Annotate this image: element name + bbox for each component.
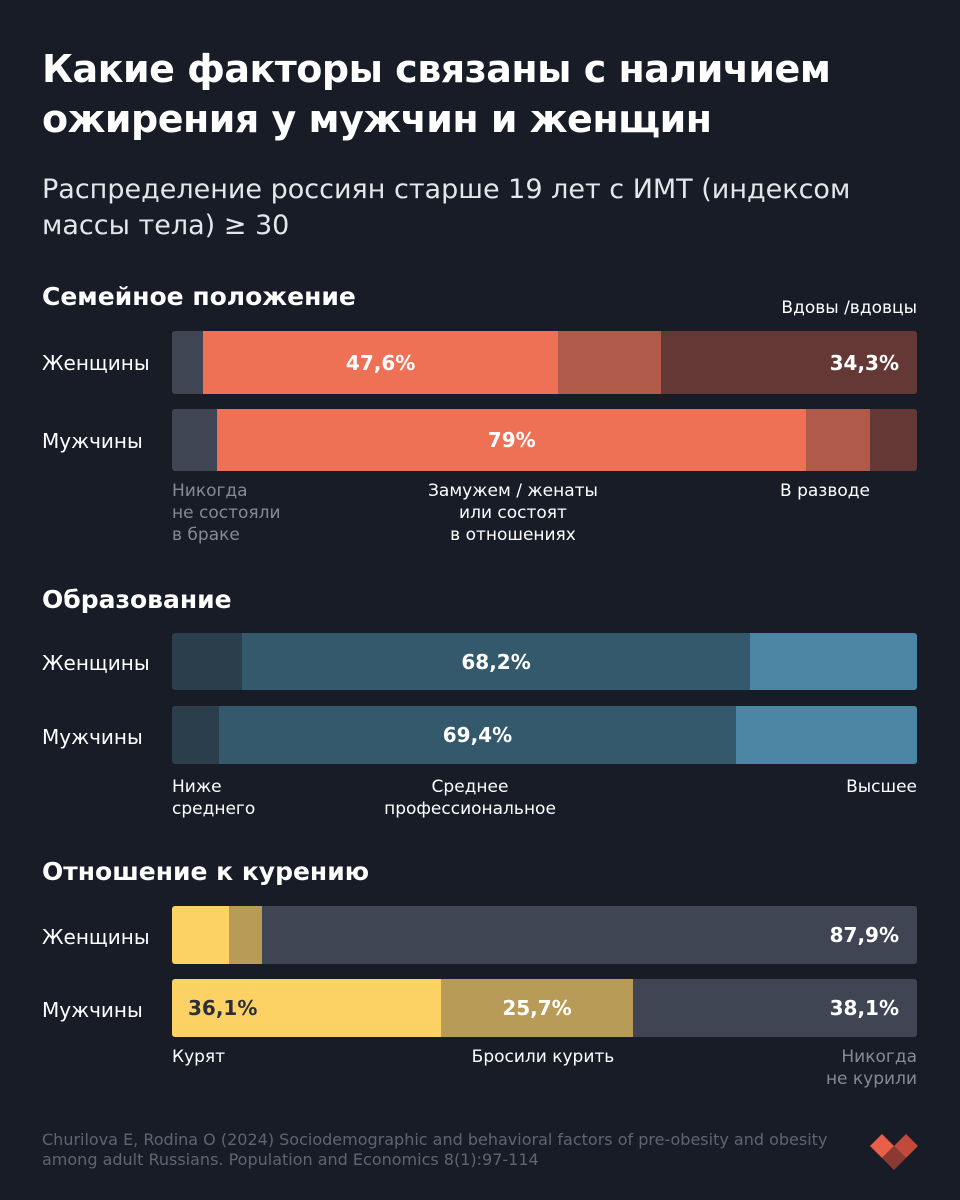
source-citation: Churilova E, Rodina O (2024) Sociodemogr…: [42, 1130, 828, 1169]
row-label-men-education: Мужчины: [42, 725, 143, 749]
bar-segment: [172, 906, 230, 964]
legend-never-smoked: Никогда не курили: [825, 1047, 917, 1089]
legend-vocational: Среднее профессиональное: [384, 777, 556, 819]
bar-segment: [632, 979, 917, 1037]
bar-segment: [242, 633, 751, 690]
bar-value-label: 47,6%: [345, 350, 416, 375]
bar-segment: [870, 409, 917, 471]
row-label-women-smoking: Женщины: [42, 925, 150, 949]
bar-segment: [262, 906, 917, 964]
bar-segment: [557, 331, 662, 394]
bar-segment: [735, 706, 917, 764]
section-title-education: Образование: [42, 585, 232, 614]
legend-widowed: Вдовы /вдовцы: [781, 298, 917, 318]
row-label-women-marital: Женщины: [42, 351, 150, 375]
bar-segment: [217, 409, 807, 471]
legend-higher: Высшее: [846, 777, 917, 797]
bar-value-label: 38,1%: [829, 996, 899, 1020]
legend-married: Замужем / женаты или состоят в отношения…: [428, 481, 598, 545]
legend-never-married: Никогда не состояли в браке: [172, 481, 281, 545]
bar-segment: [172, 331, 204, 394]
bar-women-education: 68,2%: [172, 633, 917, 690]
row-label-women-education: Женщины: [42, 651, 150, 675]
bar-segment: [172, 633, 243, 690]
legend-below-secondary: Ниже среднего: [172, 777, 256, 819]
legend-divorced: В разводе: [780, 481, 870, 501]
bar-women-smoking: 87,9%: [172, 906, 917, 964]
bar-men-marital: 79%: [172, 409, 917, 471]
bar-value-label: 87,9%: [829, 923, 899, 947]
bar-segment: [172, 979, 442, 1037]
legend-smoke: Курят: [172, 1047, 226, 1067]
bar-value-label: 25,7%: [502, 996, 572, 1020]
bar-segment: [805, 409, 871, 471]
page-subtitle: Распределение россиян старше 19 лет с ИМ…: [42, 174, 851, 241]
bar-value-label: 79%: [487, 428, 536, 452]
bar-men-education: 69,4%: [172, 706, 917, 764]
bar-segment: [172, 706, 220, 764]
bar-segment: [172, 409, 218, 471]
row-label-men-marital: Мужчины: [42, 429, 143, 453]
brand-logo-icon: [870, 1134, 918, 1170]
bar-value-label: 36,1%: [188, 996, 258, 1020]
bar-men-smoking: 36,1% 25,7% 38,1%: [172, 979, 917, 1037]
bar-segment: [218, 706, 737, 764]
bar-value-label: 34,3%: [829, 350, 899, 375]
page-title: Какие факторы связаны с наличием ожирени…: [42, 47, 831, 141]
section-title-marital: Семейное положение: [42, 282, 356, 311]
bar-segment: [441, 979, 634, 1037]
bar-segment: [661, 331, 917, 394]
bar-value-label: 68,2%: [461, 649, 531, 674]
bar-value-label: 69,4%: [442, 723, 513, 747]
bar-segment: [229, 906, 263, 964]
row-label-men-smoking: Мужчины: [42, 998, 143, 1022]
bar-segment: [203, 331, 559, 394]
section-title-smoking: Отношение к курению: [42, 857, 370, 886]
legend-quit-smoking: Бросили курить: [471, 1047, 615, 1067]
bar-women-marital: 47,6% 34,3%: [172, 331, 917, 394]
bar-segment: [750, 633, 917, 690]
